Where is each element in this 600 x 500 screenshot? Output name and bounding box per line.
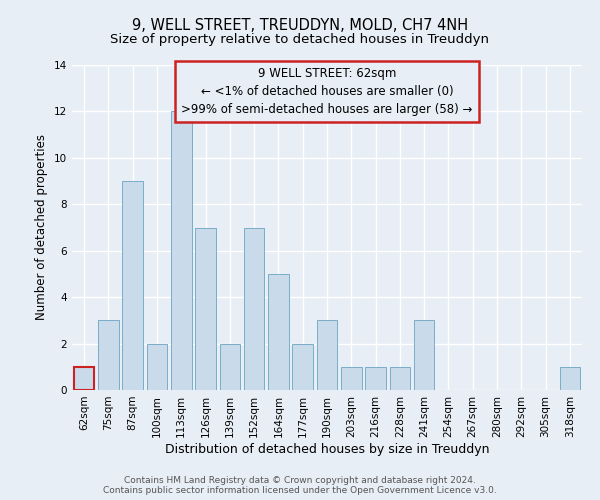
Text: Contains HM Land Registry data © Crown copyright and database right 2024.
Contai: Contains HM Land Registry data © Crown c… <box>103 476 497 495</box>
Bar <box>560 367 580 390</box>
Bar <box>195 228 216 390</box>
Bar <box>220 344 240 390</box>
Bar <box>292 344 313 390</box>
Bar <box>268 274 289 390</box>
Bar <box>244 228 265 390</box>
Bar <box>365 367 386 390</box>
Y-axis label: Number of detached properties: Number of detached properties <box>35 134 49 320</box>
Bar <box>414 320 434 390</box>
Bar <box>171 112 191 390</box>
Text: 9, WELL STREET, TREUDDYN, MOLD, CH7 4NH: 9, WELL STREET, TREUDDYN, MOLD, CH7 4NH <box>132 18 468 32</box>
Bar <box>74 367 94 390</box>
Text: 9 WELL STREET: 62sqm
← <1% of detached houses are smaller (0)
>99% of semi-detac: 9 WELL STREET: 62sqm ← <1% of detached h… <box>181 66 473 116</box>
Bar <box>389 367 410 390</box>
X-axis label: Distribution of detached houses by size in Treuddyn: Distribution of detached houses by size … <box>165 442 489 456</box>
Bar <box>317 320 337 390</box>
Bar <box>122 181 143 390</box>
Bar <box>146 344 167 390</box>
Text: Size of property relative to detached houses in Treuddyn: Size of property relative to detached ho… <box>110 32 490 46</box>
Bar <box>98 320 119 390</box>
Bar <box>341 367 362 390</box>
